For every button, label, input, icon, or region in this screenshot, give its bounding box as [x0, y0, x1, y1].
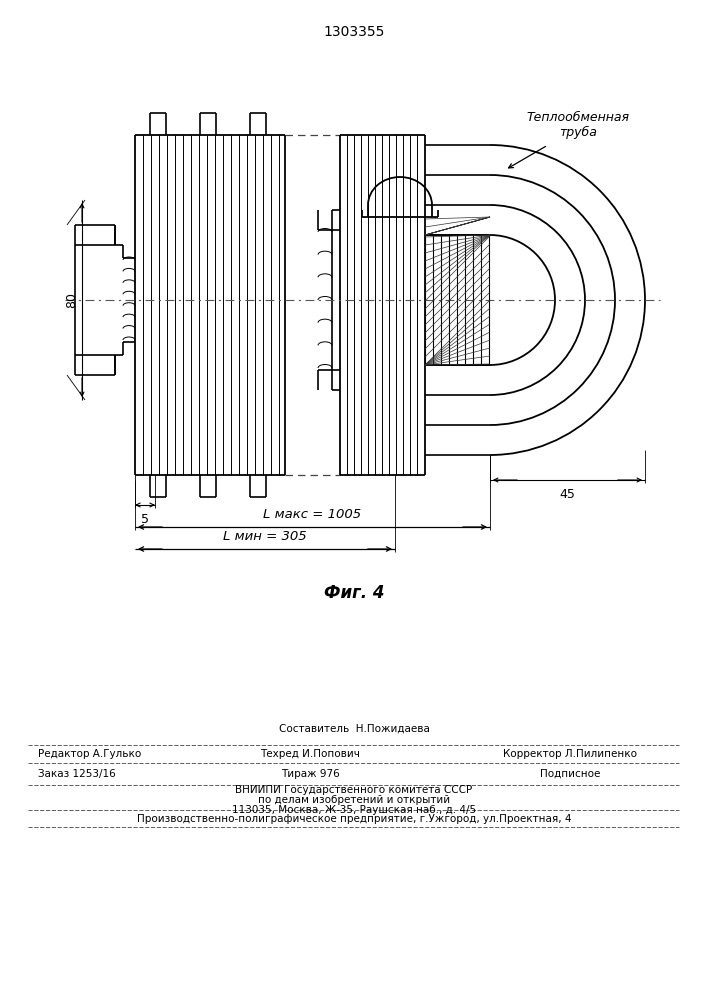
Text: 80: 80: [66, 292, 78, 308]
Text: Тираж 976: Тираж 976: [281, 769, 339, 779]
Text: Заказ 1253/16: Заказ 1253/16: [38, 769, 116, 779]
Text: Производственно-полиграфическое предприятие, г.Ужгород, ул.Проектная, 4: Производственно-полиграфическое предприя…: [136, 814, 571, 824]
Text: L мин = 305: L мин = 305: [223, 530, 307, 543]
Text: Составитель  Н.Пожидаева: Составитель Н.Пожидаева: [279, 724, 429, 734]
Text: ВНИИПИ Государственного комитета СССР: ВНИИПИ Государственного комитета СССР: [235, 785, 472, 795]
Text: Редактор А.Гулько: Редактор А.Гулько: [38, 749, 141, 759]
Text: 113035, Москва, Ж-35, Раушская наб., д. 4/5: 113035, Москва, Ж-35, Раушская наб., д. …: [232, 805, 476, 815]
Text: 1303355: 1303355: [323, 25, 385, 39]
Text: L макс = 1005: L макс = 1005: [264, 508, 361, 521]
Text: Техред И.Попович: Техред И.Попович: [260, 749, 360, 759]
Text: Подписное: Подписное: [540, 769, 600, 779]
Text: 5: 5: [141, 513, 149, 526]
Text: по делам изобретений и открытий: по делам изобретений и открытий: [258, 795, 450, 805]
Text: Фиг. 4: Фиг. 4: [324, 584, 384, 602]
Text: Корректор Л.Пилипенко: Корректор Л.Пилипенко: [503, 749, 637, 759]
Text: Теплообменная
труба: Теплообменная труба: [527, 111, 629, 139]
Text: 45: 45: [559, 488, 575, 501]
